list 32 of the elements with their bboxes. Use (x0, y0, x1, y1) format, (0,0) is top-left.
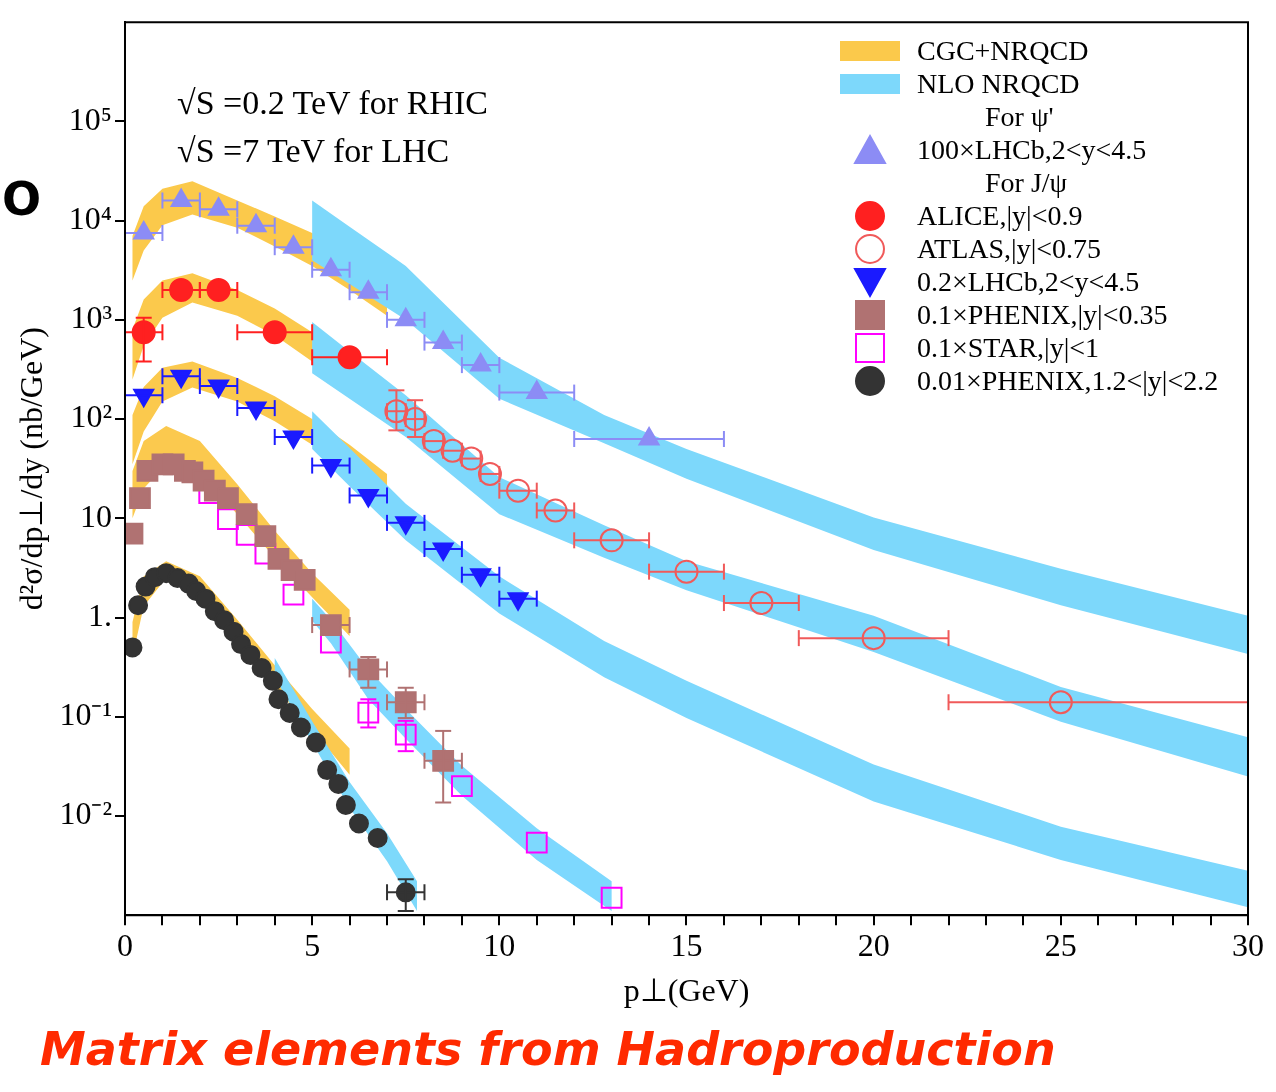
y-tick-label: 10⁻² (59, 795, 112, 832)
y-tick-label: 10⁵ (68, 100, 112, 137)
y-tick-label: 10⁴ (68, 200, 112, 237)
annotation: √S =7 TeV for LHC (176, 132, 450, 171)
y-tick-label: 1. (87, 596, 112, 633)
x-tick-label: 25 (1044, 926, 1077, 963)
x-axis-title: p⊥(GeV) (623, 972, 750, 1009)
y-tick-label: 10⁻¹ (59, 696, 112, 733)
y-tick-label: 10³ (70, 299, 112, 336)
text: Matrix elements from Hadroproduction (40, 1022, 1056, 1076)
legend-label: CGC+NRQCD (917, 34, 1089, 68)
legend-label: 100×LHCb,2<y<4.5 (917, 133, 1147, 167)
legend-label: 0.1×PHENIX,|y|<0.35 (917, 298, 1168, 332)
legend-label: ALICE,|y|<0.9 (917, 199, 1083, 233)
y-tick-label: 10 (79, 497, 112, 534)
x-tick-label: 5 (304, 926, 321, 963)
y-tick-label: 10² (70, 398, 112, 435)
x-tick-label: 10 (483, 926, 516, 963)
x-tick-label: 20 (857, 926, 890, 963)
y-axis-title: d²σ/dp⊥/dy (nb/GeV) (12, 327, 49, 611)
annotation: For ψ' (984, 100, 1055, 134)
legend-label: ATLAS,|y|<0.75 (917, 232, 1102, 266)
legend-label: NLO NRQCD (917, 67, 1080, 101)
text: O (2, 172, 42, 226)
x-tick-label: 15 (670, 926, 703, 963)
legend-label: 0.1×STAR,|y|<1 (917, 331, 1100, 365)
x-tick-label: 30 (1232, 926, 1264, 963)
legend-label: 0.01×PHENIX,1.2<|y|<2.2 (917, 364, 1219, 398)
legend-label: 0.2×LHCb,2<y<4.5 (917, 265, 1140, 299)
x-tick-label: 0 (116, 926, 133, 963)
annotation: √S =0.2 TeV for RHIC (176, 84, 488, 123)
annotation: For J/ψ (984, 166, 1069, 200)
